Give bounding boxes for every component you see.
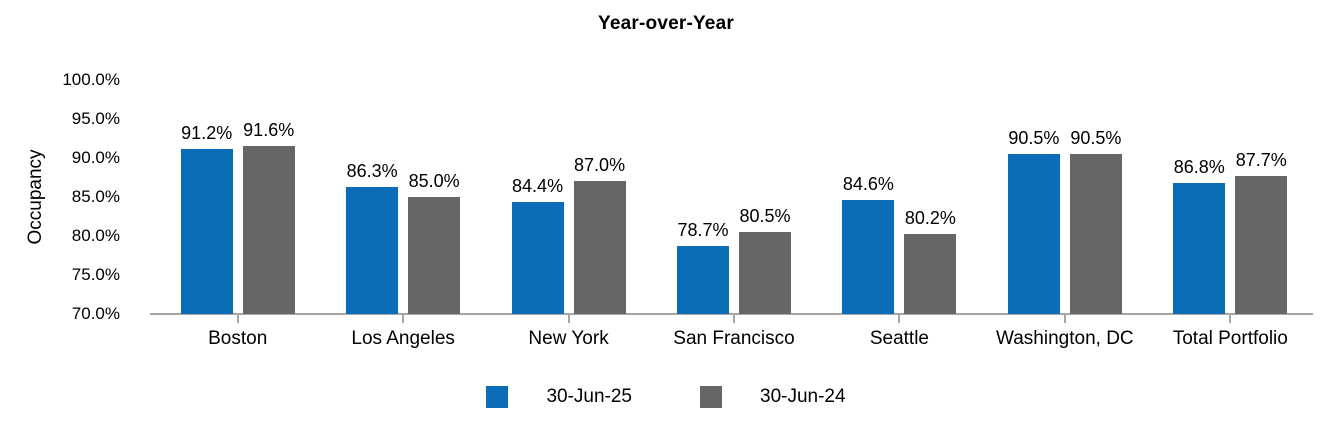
chart-title: Year-over-Year [598,13,734,34]
x-tick-mark [1229,315,1232,323]
bar-value-label: 86.8% [1173,156,1225,177]
x-category-label: New York [528,328,609,349]
bar [408,197,461,314]
y-tick-label: 70.0% [71,304,120,323]
x-tick-mark [898,315,901,323]
bar [739,232,791,314]
x-tick-mark [567,315,570,323]
y-tick-label: 100.0% [62,70,120,89]
bar-value-label: 84.4% [512,175,564,196]
bar-value-label: 80.2% [904,208,956,229]
legend-entry-30-jun-24: 30-Jun-24 [700,386,846,408]
bar-value-label: 84.6% [842,174,894,195]
bar [1007,154,1060,314]
bar-value-label: 78.7% [677,220,729,241]
bar-value-label: 85.0% [408,171,460,191]
legend-label-series1: 30-Jun-25 [546,386,632,407]
bar-value-label: 90.5% [1070,128,1122,149]
bar-value-label: 91.2% [181,122,233,143]
bar [904,234,957,314]
bar-value-label: 87.0% [574,155,626,176]
bar [180,148,233,314]
legend-entry-30-jun-25: 30-Jun-25 [486,386,632,408]
legend-swatch-series1 [486,386,509,408]
bar-value-label: 80.5% [739,206,791,227]
bar [1173,182,1226,314]
x-tick-mark [236,315,239,323]
y-tick-label: 80.0% [71,226,120,245]
y-tick-label: 90.0% [71,148,120,167]
bar [511,201,564,314]
x-axis-line [150,313,1313,315]
bar-value-label: 86.3% [346,160,398,181]
y-tick-label: 85.0% [71,187,120,206]
bar-value-label: 90.5% [1008,128,1060,149]
bar [1235,175,1288,314]
x-category-label: Los Angeles [351,328,455,349]
bar [346,186,399,314]
legend: 30-Jun-25 30-Jun-24 [0,386,1332,408]
y-tick-label: 95.0% [71,109,120,128]
bar-value-label: 91.6% [243,119,295,140]
y-tick-label: 75.0% [71,265,120,284]
x-category-label: Seattle [869,328,929,349]
bar [1069,154,1122,314]
bar-value-label: 87.7% [1235,149,1287,170]
legend-swatch-series2 [700,386,722,408]
bar [842,200,895,314]
x-category-label: Washington, DC [996,328,1134,349]
bar [677,246,729,314]
x-category-label: San Francisco [673,328,795,349]
x-category-label: Boston [208,328,268,349]
x-tick-mark [733,315,735,323]
x-tick-mark [402,315,405,323]
x-tick-mark [1063,315,1066,323]
bar [242,145,295,314]
legend-label-series2: 30-Jun-24 [760,386,846,407]
x-category-label: Total Portfolio [1172,328,1288,349]
bar [573,181,626,314]
